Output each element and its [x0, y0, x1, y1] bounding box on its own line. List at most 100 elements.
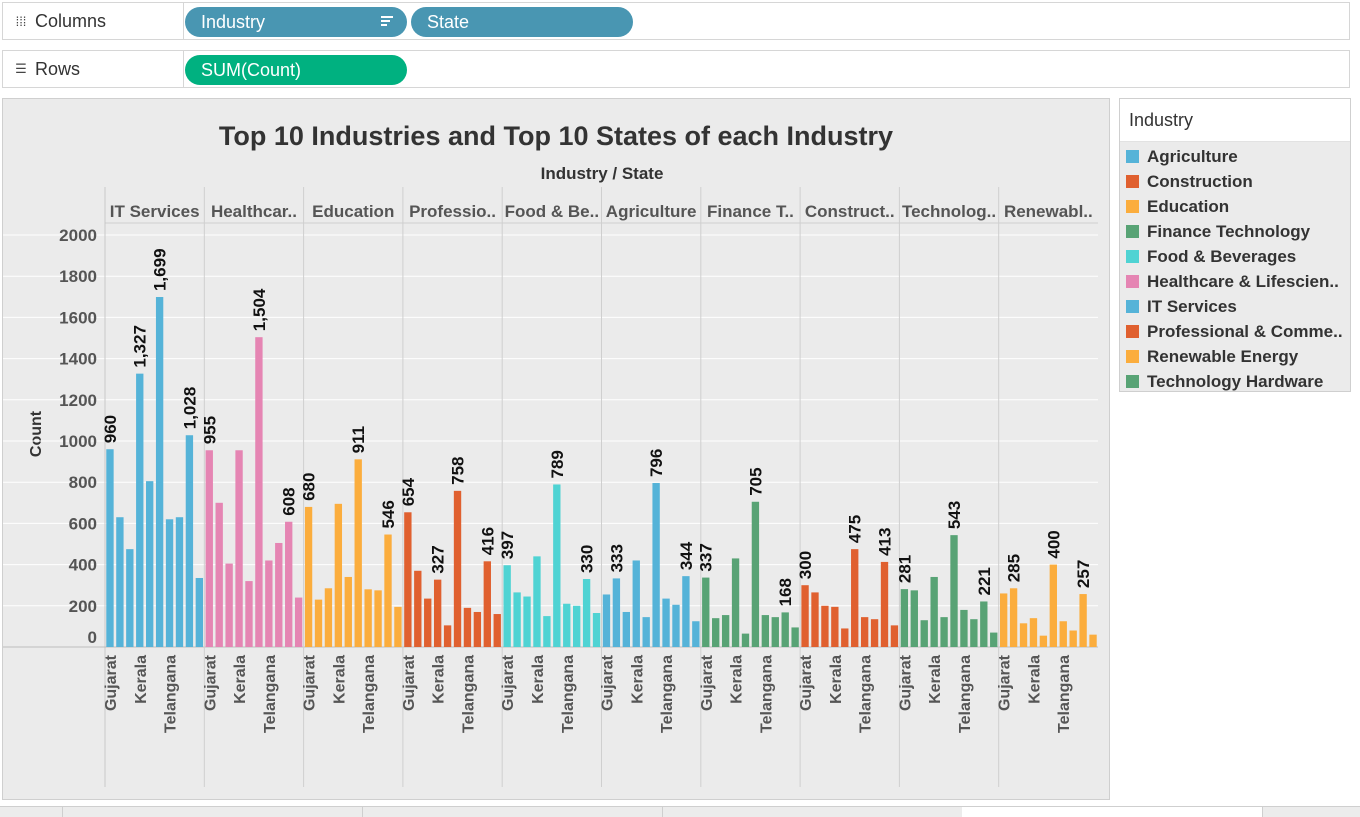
- data-label: 300: [796, 551, 815, 579]
- bar: [672, 604, 680, 647]
- bar: [443, 625, 452, 647]
- bar: [1009, 588, 1018, 647]
- industry-header-label: Agriculture: [606, 202, 697, 221]
- bar: [821, 605, 829, 647]
- legend-item[interactable]: Construction: [1120, 169, 1350, 194]
- state-tick-label: Telangana: [560, 655, 577, 733]
- legend-swatch: [1126, 275, 1139, 288]
- legend-item[interactable]: Education: [1120, 194, 1350, 219]
- bar: [890, 625, 899, 647]
- sheet-tab-bar: [0, 806, 1360, 817]
- data-label: 344: [677, 541, 696, 570]
- bar: [126, 549, 134, 647]
- rows-shelf[interactable]: ☰ Rows SUM(Count): [2, 50, 1350, 88]
- bar: [304, 506, 313, 647]
- legend-item-label: Finance Technology: [1147, 221, 1311, 241]
- y-tick-label: 600: [69, 514, 97, 533]
- state-tick-label: Telangana: [163, 655, 180, 733]
- state-tick-label: Telangana: [957, 655, 974, 733]
- state-pill[interactable]: State: [411, 7, 633, 37]
- state-tick-label: Telangana: [262, 655, 279, 733]
- state-tick-label: Gujarat: [202, 654, 219, 711]
- bar: [364, 589, 372, 647]
- columns-shelf-label: ⁞⁞⁞ Columns: [3, 3, 184, 39]
- bar: [1029, 618, 1038, 647]
- bar: [791, 627, 799, 647]
- data-label: 281: [895, 555, 914, 583]
- bar-chart[interactable]: Top 10 Industries and Top 10 States of e…: [3, 99, 1109, 799]
- bar: [573, 605, 581, 647]
- y-tick-label: 800: [69, 473, 97, 492]
- legend-item[interactable]: Renewable Energy: [1120, 344, 1350, 369]
- data-label: 475: [846, 515, 865, 543]
- sheet-tab[interactable]: [62, 807, 363, 817]
- bar: [543, 616, 551, 647]
- legend-item-label: IT Services: [1147, 296, 1237, 316]
- state-tick-label: Gujarat: [500, 654, 517, 711]
- rows-label-text: Rows: [35, 58, 81, 79]
- bar: [860, 617, 869, 647]
- sum-count-pill[interactable]: SUM(Count): [185, 55, 407, 85]
- data-label: 960: [101, 415, 120, 443]
- sheet-tab[interactable]: [0, 807, 63, 817]
- bar: [523, 596, 531, 647]
- bar: [136, 373, 144, 647]
- legend-swatch: [1126, 200, 1139, 213]
- bar: [692, 621, 700, 647]
- bar: [245, 581, 253, 647]
- industry-header-label: Healthcar..: [211, 202, 297, 221]
- data-label: 654: [399, 477, 418, 506]
- legend-item[interactable]: Finance Technology: [1120, 219, 1350, 244]
- legend-item[interactable]: Technology Hardware: [1120, 369, 1350, 394]
- y-tick-label: 1600: [59, 308, 97, 327]
- bar: [493, 614, 501, 647]
- bar: [106, 449, 114, 647]
- legend-item[interactable]: Agriculture: [1120, 144, 1350, 169]
- bar: [781, 612, 789, 647]
- state-tick-label: Gujarat: [997, 654, 1014, 711]
- state-tick-label: Kerala: [927, 655, 944, 704]
- bar: [463, 607, 472, 647]
- bar: [682, 576, 690, 647]
- state-tick-label: Gujarat: [401, 654, 418, 711]
- legend-item-label: Food & Beverages: [1147, 246, 1297, 266]
- industry-pill[interactable]: Industry: [185, 7, 407, 37]
- legend-item[interactable]: IT Services: [1120, 294, 1350, 319]
- y-axis-label: Count: [28, 410, 45, 457]
- bar: [285, 521, 293, 647]
- chart-view[interactable]: Top 10 Industries and Top 10 States of e…: [2, 98, 1110, 800]
- bar: [404, 512, 412, 647]
- sum-count-pill-label: SUM(Count): [201, 59, 302, 80]
- legend-swatch: [1126, 325, 1139, 338]
- industry-legend[interactable]: Industry Agriculture Construction Educatio…: [1119, 98, 1351, 392]
- sheet-tab[interactable]: [962, 807, 1263, 817]
- data-label: 705: [746, 467, 765, 495]
- state-tick-label: Kerala: [729, 655, 746, 704]
- legend-item[interactable]: Professional & Comme..: [1120, 319, 1350, 344]
- bar: [940, 617, 948, 647]
- bar: [1059, 621, 1067, 647]
- sheet-tab[interactable]: [362, 807, 663, 817]
- bar: [602, 594, 611, 647]
- legend-swatch: [1126, 150, 1139, 163]
- y-tick-label: 1200: [59, 391, 97, 410]
- legend-item[interactable]: Food & Beverages: [1120, 244, 1350, 269]
- data-label: 327: [429, 545, 448, 573]
- legend-item-label: Renewable Energy: [1147, 346, 1299, 366]
- sort-descending-icon[interactable]: [381, 16, 393, 28]
- bar: [394, 606, 402, 647]
- data-label: 608: [280, 487, 299, 515]
- legend-item[interactable]: Healthcare & Lifescien..: [1120, 269, 1350, 294]
- columns-shelf[interactable]: ⁞⁞⁞ Columns Industry State: [2, 2, 1350, 40]
- bar: [533, 556, 541, 647]
- legend-item-label: Technology Hardware: [1147, 371, 1324, 391]
- bar: [185, 435, 194, 647]
- legend-swatch: [1126, 375, 1139, 388]
- bar: [205, 450, 213, 647]
- bar: [930, 576, 938, 647]
- y-tick-label: 200: [69, 597, 97, 616]
- industry-header-label: Renewabl..: [1004, 202, 1093, 221]
- industry-header-label: Food & Be..: [505, 202, 599, 221]
- state-tick-label: Kerala: [828, 655, 845, 704]
- data-label: 789: [548, 450, 567, 478]
